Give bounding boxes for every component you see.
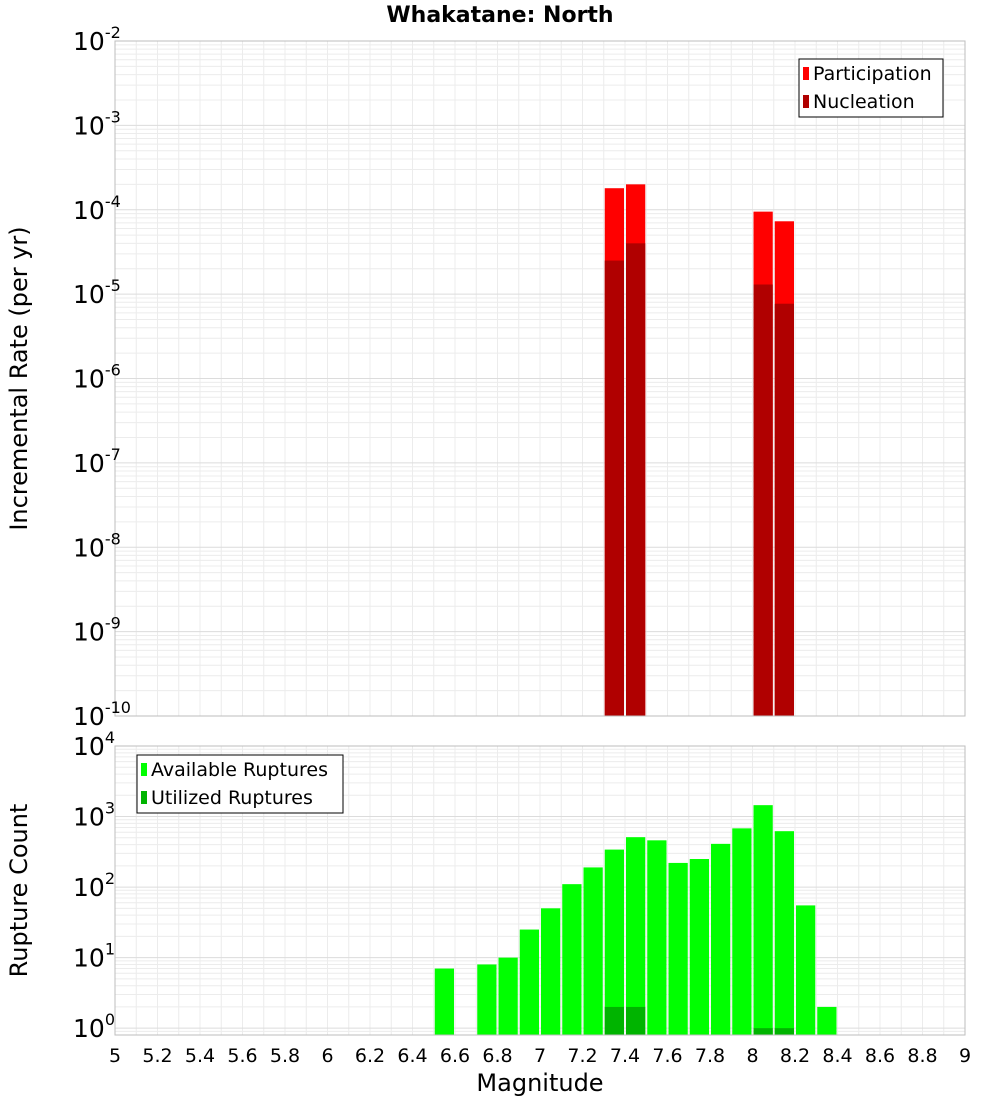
legend-label: Participation <box>813 63 932 85</box>
legend-box <box>798 58 944 118</box>
bar-primary <box>732 828 752 1035</box>
y-tick-label: 103 <box>73 799 115 832</box>
bar-primary <box>541 908 561 1035</box>
x-tick-label: 9 <box>959 1045 971 1067</box>
x-tick-label: 5.6 <box>227 1045 257 1067</box>
x-tick-label: 8.8 <box>907 1045 937 1067</box>
rate-bars <box>604 184 794 717</box>
bar-secondary <box>753 1028 773 1035</box>
x-tick-label: 8.2 <box>780 1045 810 1067</box>
x-tick-label: 7.4 <box>610 1045 640 1067</box>
count-plot-frame <box>114 745 966 1036</box>
y-tick-label: 10-8 <box>73 529 121 562</box>
bar-secondary <box>753 284 773 716</box>
count-y-axis-label: Rupture Count <box>5 804 33 978</box>
y-tick-label: 10-3 <box>73 107 121 140</box>
y-tick-label: 10-5 <box>73 276 121 309</box>
x-tick-label: 7.2 <box>567 1045 597 1067</box>
bar-primary <box>647 840 667 1035</box>
bar-primary <box>753 805 773 1035</box>
x-axis-label: Magnitude <box>476 1069 603 1097</box>
count-bars <box>434 805 837 1035</box>
y-tick-label: 104 <box>73 728 115 761</box>
x-tick-label: 7.8 <box>695 1045 725 1067</box>
y-tick-label: 10-7 <box>73 445 121 478</box>
bar-primary <box>477 964 497 1035</box>
x-tick-label: 6.6 <box>440 1045 470 1067</box>
y-tick-label: 10-2 <box>73 23 121 56</box>
bar-primary <box>796 905 816 1035</box>
x-tick-label: 8.4 <box>822 1045 852 1067</box>
legend-label: Nucleation <box>813 91 915 113</box>
bar-primary <box>434 968 454 1035</box>
x-tick-label: 8.6 <box>865 1045 895 1067</box>
bar-primary <box>668 862 688 1035</box>
y-tick-label: 100 <box>73 1010 115 1043</box>
bar-secondary <box>604 1006 624 1035</box>
legend-swatch <box>141 763 147 776</box>
bar-primary <box>774 831 794 1035</box>
y-tick-label: 10-10 <box>73 698 131 731</box>
bar-primary <box>689 859 709 1035</box>
x-tick-label: 5 <box>109 1045 121 1067</box>
rate-legend: Participation Nucleation <box>798 58 944 118</box>
x-tick-label: 7 <box>534 1045 546 1067</box>
rate-plot-frame <box>114 40 966 717</box>
legend-label: Utilized Ruptures <box>151 787 313 809</box>
legend-box <box>136 754 344 814</box>
y-tick-label: 10-4 <box>73 192 121 225</box>
bar-primary <box>604 849 624 1035</box>
count-panel: 100 101 102 103 104 5 5.2 5.4 5.6 5.8 6 6.2 6.4 6.6 6… <box>5 728 971 1097</box>
x-tick-label: 8 <box>746 1045 758 1067</box>
rate-y-ticks: 10-10 10-9 10-8 10-7 10-6 10-5 10-4 10-3 10-2 <box>73 23 131 731</box>
chart-title: Whakatane: North <box>386 3 613 28</box>
x-tick-label: 5.8 <box>270 1045 300 1067</box>
rate-gridlines <box>114 40 966 717</box>
x-tick-label: 6.8 <box>482 1045 512 1067</box>
y-tick-label: 102 <box>73 869 115 902</box>
rate-y-axis-label: Incremental Rate (per yr) <box>5 226 33 530</box>
bar-primary <box>498 957 518 1035</box>
bar-secondary <box>604 260 624 716</box>
x-tick-label: 5.2 <box>142 1045 172 1067</box>
count-y-ticks: 100 101 102 103 104 <box>73 728 115 1043</box>
legend-label: Available Ruptures <box>151 759 328 781</box>
bar-primary <box>817 1006 837 1035</box>
bar-primary <box>562 884 582 1035</box>
bar-secondary <box>626 1006 646 1035</box>
x-tick-label: 6.4 <box>397 1045 427 1067</box>
bar-primary <box>711 843 731 1035</box>
x-tick-label: 6 <box>321 1045 333 1067</box>
y-tick-label: 10-6 <box>73 361 121 394</box>
bar-primary <box>583 867 603 1035</box>
bar-secondary <box>774 1028 794 1035</box>
x-ticks: 5 5.2 5.4 5.6 5.8 6 6.2 6.4 6.6 6.8 7 7.2 7.4 7.6 7.8 8… <box>109 1045 971 1067</box>
count-legend: Available Ruptures Utilized Ruptures <box>136 754 344 814</box>
legend-swatch <box>803 95 809 108</box>
bar-primary <box>519 929 539 1035</box>
bar-secondary <box>626 243 646 717</box>
x-tick-label: 7.6 <box>652 1045 682 1067</box>
x-tick-label: 5.4 <box>185 1045 215 1067</box>
bar-secondary <box>774 303 794 716</box>
legend-swatch <box>141 791 147 804</box>
bar-primary <box>626 837 646 1035</box>
rate-panel: 10-10 10-9 10-8 10-7 10-6 10-5 10-4 10-3 10-2 In… <box>5 23 966 731</box>
y-tick-label: 101 <box>73 940 115 973</box>
x-tick-label: 6.2 <box>355 1045 385 1067</box>
legend-swatch <box>803 67 809 80</box>
y-tick-label: 10-9 <box>73 614 121 647</box>
